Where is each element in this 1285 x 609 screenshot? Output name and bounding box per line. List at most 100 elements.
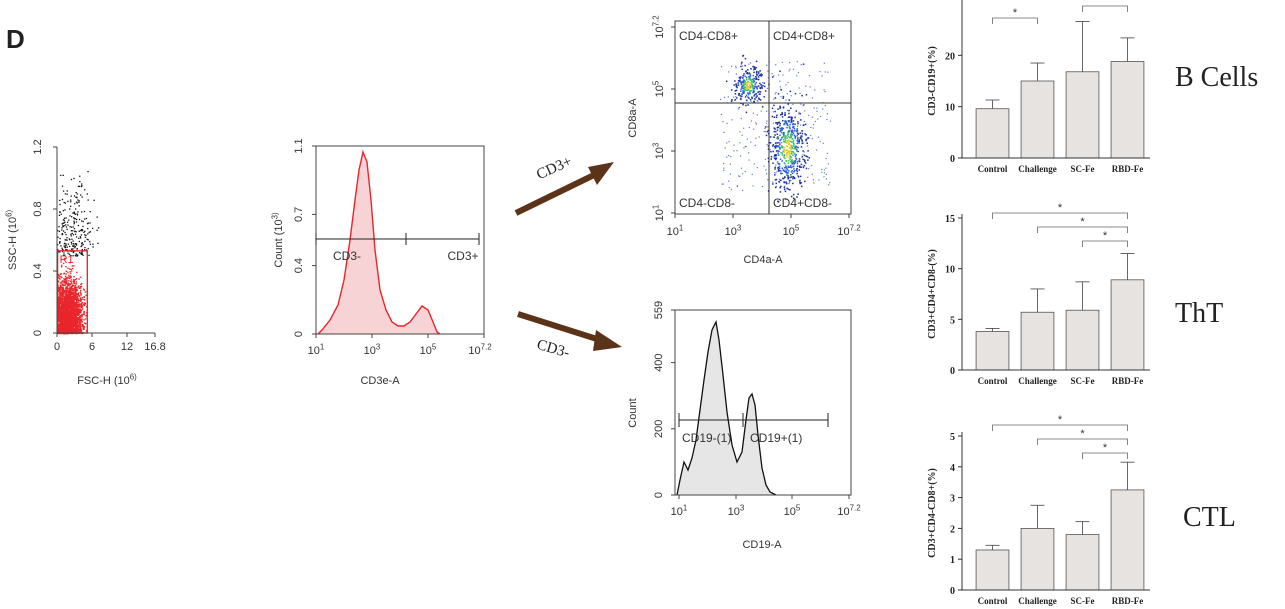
event-dot bbox=[825, 178, 827, 180]
event-dot bbox=[750, 78, 753, 81]
event-dot bbox=[69, 275, 72, 278]
event-dot bbox=[60, 324, 63, 326]
event-dot bbox=[81, 245, 83, 247]
event-dot bbox=[762, 84, 764, 87]
event-dot bbox=[84, 291, 87, 293]
y-tick-label: 0 bbox=[950, 366, 955, 377]
event-dot bbox=[67, 267, 69, 270]
event-dot bbox=[73, 217, 75, 219]
event-dot bbox=[787, 120, 789, 122]
event-dot bbox=[747, 69, 749, 71]
event-dot bbox=[63, 300, 65, 302]
event-dot bbox=[774, 145, 776, 148]
event-dot bbox=[64, 221, 66, 223]
event-dot bbox=[776, 123, 779, 126]
event-dot bbox=[742, 80, 745, 83]
event-dot bbox=[58, 297, 60, 299]
event-dot bbox=[799, 160, 801, 163]
event-dot bbox=[792, 131, 794, 134]
event-dot bbox=[740, 98, 742, 101]
event-dot bbox=[74, 203, 76, 205]
event-dot bbox=[750, 120, 752, 122]
event-dot bbox=[70, 290, 72, 292]
event-dot bbox=[791, 163, 793, 165]
event-dot bbox=[802, 105, 804, 107]
event-dot bbox=[787, 175, 789, 178]
event-dot bbox=[785, 135, 787, 137]
event-dot bbox=[744, 88, 746, 90]
event-dot bbox=[72, 299, 75, 301]
event-dot bbox=[63, 314, 65, 317]
event-dot bbox=[62, 306, 64, 309]
event-dot bbox=[75, 315, 77, 317]
event-dot bbox=[755, 70, 758, 73]
event-dot bbox=[761, 74, 763, 76]
event-dot bbox=[75, 294, 77, 297]
event-dot bbox=[731, 119, 733, 121]
event-dot bbox=[60, 245, 62, 247]
event-dot bbox=[788, 112, 790, 115]
event-dot bbox=[61, 280, 64, 283]
bar bbox=[1065, 534, 1100, 591]
event-dot bbox=[80, 306, 83, 309]
event-dot bbox=[75, 243, 78, 245]
gate-cd19-pos-label: CD19+(1) bbox=[750, 431, 802, 445]
significance-mark: * bbox=[1103, 442, 1108, 454]
event-dot bbox=[79, 304, 82, 306]
event-dot bbox=[750, 80, 753, 83]
event-dot bbox=[74, 314, 76, 317]
event-dot bbox=[71, 311, 74, 313]
event-dot bbox=[786, 92, 788, 95]
event-dot bbox=[81, 196, 83, 198]
event-dot bbox=[773, 156, 775, 158]
event-dot bbox=[742, 104, 744, 106]
event-dot bbox=[735, 83, 737, 85]
event-dot bbox=[777, 137, 780, 140]
event-dot bbox=[789, 124, 791, 126]
event-dot bbox=[68, 274, 70, 276]
event-dot bbox=[778, 180, 780, 183]
event-dot bbox=[75, 301, 78, 303]
event-dot bbox=[742, 84, 745, 86]
event-dot bbox=[721, 183, 723, 185]
event-dot bbox=[65, 307, 68, 310]
event-dot bbox=[733, 99, 736, 101]
event-dot bbox=[823, 176, 825, 178]
event-dot bbox=[63, 304, 66, 307]
event-dot bbox=[785, 141, 788, 144]
event-dot bbox=[65, 329, 68, 332]
event-dot bbox=[65, 322, 67, 324]
event-dot bbox=[58, 230, 61, 233]
event-dot bbox=[77, 285, 80, 288]
event-dot bbox=[75, 290, 77, 293]
event-dot bbox=[63, 312, 66, 315]
event-dot bbox=[77, 199, 79, 201]
event-dot bbox=[72, 293, 74, 296]
event-dot bbox=[788, 70, 790, 72]
event-dot bbox=[785, 166, 787, 169]
event-dot bbox=[821, 171, 823, 173]
event-dot bbox=[792, 182, 794, 185]
event-dot bbox=[796, 128, 798, 130]
event-dot bbox=[756, 88, 758, 90]
event-dot bbox=[791, 159, 793, 161]
event-dot bbox=[67, 303, 69, 306]
event-dot bbox=[70, 300, 73, 302]
event-dot bbox=[73, 244, 75, 247]
event-dot bbox=[78, 230, 80, 232]
event-dot bbox=[77, 224, 80, 227]
event-dot bbox=[738, 76, 741, 79]
event-dot bbox=[80, 252, 82, 254]
event-dot bbox=[59, 328, 61, 330]
event-dot bbox=[745, 79, 748, 81]
event-dot bbox=[742, 55, 744, 57]
event-dot bbox=[78, 329, 80, 332]
event-dot bbox=[805, 85, 807, 87]
event-dot bbox=[800, 64, 802, 66]
event-dot bbox=[66, 316, 68, 318]
y-tick-label: 0 bbox=[950, 154, 955, 165]
event-dot bbox=[779, 113, 782, 116]
event-dot bbox=[796, 142, 799, 145]
event-dot bbox=[74, 289, 76, 291]
event-dot bbox=[61, 286, 63, 288]
